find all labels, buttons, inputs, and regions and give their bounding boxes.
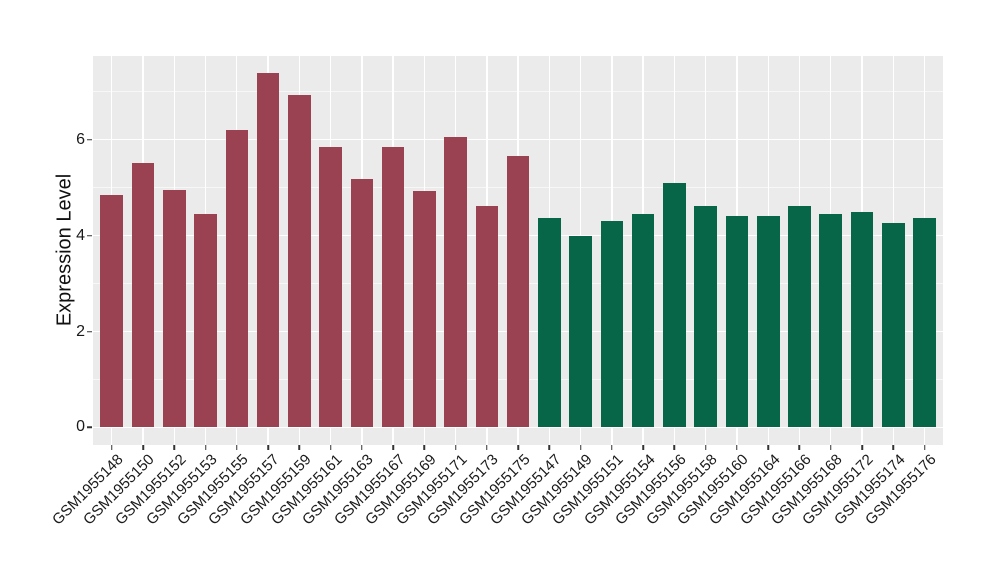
bar — [631, 213, 655, 428]
y-tick-mark — [87, 138, 92, 141]
x-tick-mark — [704, 445, 707, 450]
bar — [381, 146, 405, 428]
bar — [288, 95, 311, 428]
x-tick-mark — [642, 445, 644, 450]
bar — [538, 217, 561, 428]
bar — [694, 206, 717, 428]
x-tick-mark — [579, 445, 582, 450]
x-tick-mark — [767, 445, 769, 450]
x-tick-mark — [111, 445, 113, 450]
bar — [725, 215, 749, 428]
x-tick-mark — [267, 445, 269, 450]
x-tick-mark — [486, 445, 488, 450]
bar — [850, 211, 874, 428]
bar — [881, 223, 905, 428]
y-tick-label: 6 — [76, 130, 85, 148]
x-tick-mark — [423, 445, 426, 450]
y-tick-mark — [87, 426, 92, 429]
y-tick-label: 0 — [76, 418, 85, 436]
bar — [913, 218, 936, 428]
bar — [788, 205, 811, 428]
x-tick-mark — [454, 445, 457, 450]
bar — [194, 214, 217, 428]
x-tick-mark — [517, 445, 519, 450]
bar — [475, 205, 499, 428]
bar — [569, 235, 592, 428]
x-tick-mark — [892, 445, 894, 450]
x-tick-mark — [736, 445, 738, 450]
x-tick-mark — [204, 445, 207, 450]
bar — [256, 73, 280, 428]
x-tick-mark — [829, 445, 832, 450]
x-tick-mark — [923, 445, 926, 450]
bar — [506, 155, 530, 428]
bar — [131, 162, 155, 428]
y-tick-label: 2 — [76, 322, 85, 340]
bar — [600, 221, 624, 428]
x-tick-mark — [611, 445, 613, 450]
y-tick-mark — [87, 330, 92, 333]
bar — [413, 191, 436, 428]
x-tick-mark — [361, 445, 363, 450]
y-tick-mark — [87, 234, 92, 237]
x-tick-mark — [798, 445, 801, 450]
x-tick-mark — [173, 445, 176, 450]
x-tick-mark — [548, 445, 551, 450]
x-tick-mark — [329, 445, 332, 450]
bar — [225, 130, 249, 428]
bar — [100, 194, 124, 428]
bar — [756, 215, 780, 428]
x-tick-mark — [236, 445, 238, 450]
x-tick-mark — [142, 445, 144, 450]
bar — [350, 179, 374, 428]
x-tick-mark — [673, 445, 676, 450]
bar — [444, 137, 467, 428]
bar — [162, 189, 186, 428]
bar — [663, 183, 686, 428]
x-tick-mark — [298, 445, 301, 450]
y-tick-label: 4 — [76, 226, 85, 244]
bar — [819, 214, 843, 428]
bar — [319, 146, 342, 428]
y-axis-title: Expression Level — [53, 173, 76, 327]
x-tick-mark — [392, 445, 394, 450]
plot-panel — [93, 56, 943, 445]
x-tick-mark — [861, 445, 863, 450]
